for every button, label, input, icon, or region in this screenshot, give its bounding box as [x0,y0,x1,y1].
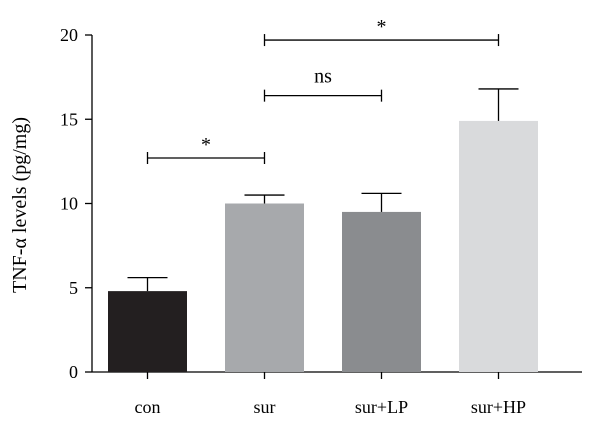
x-tick-label: sur+LP [355,397,408,417]
plot-area: 0 5 10 15 20 con sur sur+LP sur+HP * ns * [60,16,582,417]
significance-label: * [201,134,211,156]
significance-label: ns [314,66,332,88]
bar-sur-LP [342,211,421,372]
x-tick-label: sur [254,397,276,417]
bar-con [108,291,187,372]
y-tick-label: 20 [60,25,78,45]
x-tick-label: con [135,397,161,417]
y-tick-label: 5 [69,278,78,298]
bar-sur-HP [459,120,538,372]
y-tick-label: 0 [69,362,78,382]
x-tick-label: sur+HP [471,397,526,417]
y-tick-label: 15 [60,109,78,129]
bar-sur [225,203,304,372]
significance-label: * [377,16,387,38]
y-axis-label: TNF-α levels (pg/mg) [9,117,31,293]
y-tick-label: 10 [60,194,78,214]
